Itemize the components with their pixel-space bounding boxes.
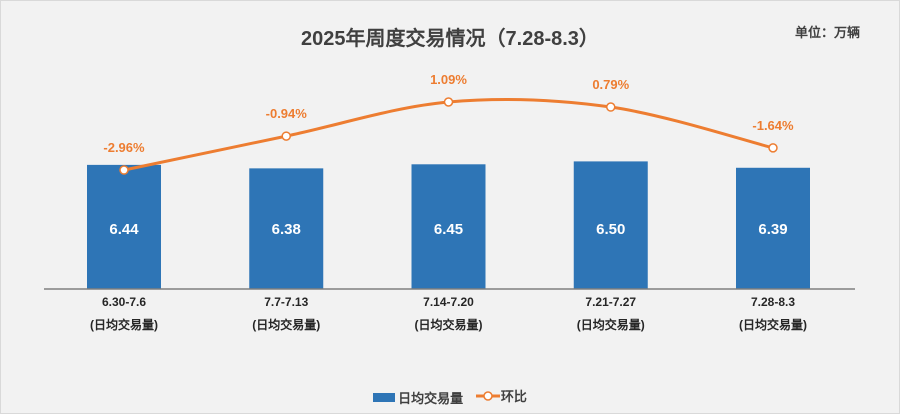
bar: [249, 168, 324, 289]
bar-value-label: 6.44: [109, 221, 139, 238]
x-tick-label: 7.28-8.3: [751, 295, 795, 309]
x-tick-label: 6.30-7.6: [102, 295, 146, 309]
bar: [573, 161, 648, 289]
bar-value-label: 6.38: [272, 221, 301, 238]
chart-title: 2025年周度交易情况（7.28-8.3）: [301, 28, 599, 50]
bar-value-label: 6.39: [758, 221, 787, 238]
x-tick-sublabel: (日均交易量): [577, 317, 645, 332]
x-tick-sublabel: (日均交易量): [415, 317, 483, 332]
line-point: [606, 102, 616, 112]
legend-item-bar[interactable]: 日均交易量: [373, 388, 463, 407]
x-tick-sublabel: (日均交易量): [739, 317, 807, 332]
bar-value-label: 6.45: [434, 221, 463, 238]
bar: [87, 164, 161, 289]
x-tick-label: 7.14-7.20: [423, 295, 474, 309]
line-point: [119, 165, 129, 175]
legend-bar-label: 日均交易量: [398, 390, 464, 406]
legend-line-swatch: [475, 390, 500, 401]
legend: 日均交易量 环比: [0, 386, 900, 407]
line-point: [443, 97, 454, 107]
line-value-label: -1.64%: [752, 118, 794, 133]
line-value-label: -2.96%: [103, 140, 145, 155]
x-tick-label: 7.7-7.13: [264, 295, 308, 309]
x-tick-sublabel: (日均交易量): [252, 317, 320, 332]
bar-value-label: 6.50: [596, 221, 625, 238]
bar: [411, 164, 486, 289]
bar: [736, 167, 810, 289]
legend-line-label: 环比: [500, 389, 527, 404]
legend-bar-swatch: [373, 392, 396, 402]
line-point: [768, 143, 778, 153]
line-point: [281, 131, 291, 141]
line-series: [123, 97, 774, 172]
legend-item-line[interactable]: 环比: [475, 386, 527, 405]
x-tick-label: 7.21-7.27: [585, 295, 636, 309]
line-value-label: 1.09%: [430, 72, 467, 87]
line-value-label: 0.79%: [592, 77, 629, 92]
x-tick-sublabel: (日均交易量): [90, 317, 158, 332]
line-value-label: -0.94%: [266, 106, 308, 121]
unit-label: 单位：万辆: [794, 25, 860, 40]
